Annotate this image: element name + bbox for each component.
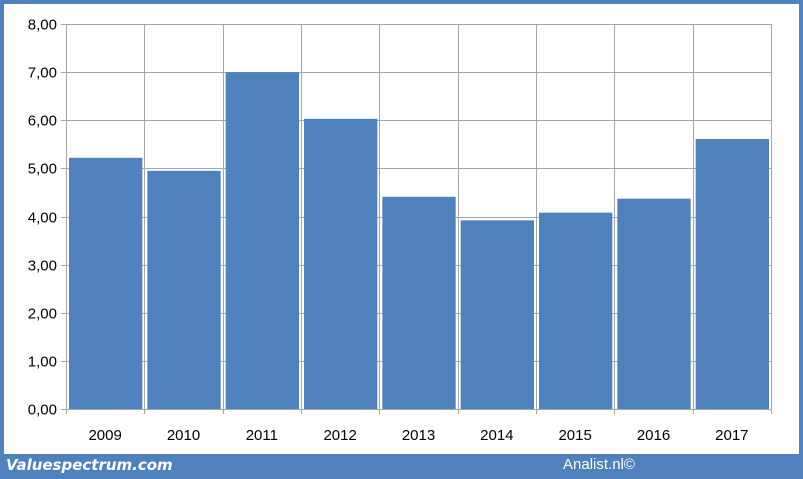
x-tick-label: 2014 [480, 427, 513, 444]
x-tick-label: 2012 [323, 427, 356, 444]
bar-2017 [695, 139, 769, 410]
footer-brand-right: Analist.nl© [563, 456, 635, 473]
y-tick-label: 6,00 [28, 113, 57, 130]
bars [69, 72, 769, 410]
bar-2014 [460, 220, 534, 409]
grid-lines [66, 24, 772, 414]
axes [61, 24, 771, 414]
bar-2009 [69, 157, 143, 409]
x-tick-label: 2013 [402, 427, 435, 444]
x-tick-label: 2009 [88, 427, 121, 444]
y-tick-label: 1,00 [28, 354, 57, 371]
y-tick-label: 0,00 [28, 402, 57, 419]
x-tick-label: 2017 [715, 427, 748, 444]
bar-2012 [304, 118, 378, 410]
footer-brand-left: Valuespectrum.com [6, 456, 173, 474]
x-tick-label: 2016 [637, 427, 670, 444]
y-tick-label: 3,00 [28, 258, 57, 275]
y-tick-label: 2,00 [28, 306, 57, 323]
y-tick-label: 4,00 [28, 210, 57, 227]
y-tick-label: 5,00 [28, 161, 57, 178]
bar-2010 [147, 170, 221, 409]
bar-chart: 0,00 1,00 2,00 3,00 4,00 5,00 6,00 7,00 8,00 200… [28, 17, 772, 444]
y-tick-label: 8,00 [28, 17, 57, 34]
chart-area: 0,00 1,00 2,00 3,00 4,00 5,00 6,00 7,00 8,00 200… [4, 4, 799, 454]
bar-2013 [382, 196, 456, 409]
bar-2015 [539, 212, 613, 409]
x-tick-label: 2011 [246, 427, 278, 444]
x-tick-labels: 2009 2010 2011 2012 2013 2014 2015 2016 2017 [88, 427, 748, 444]
bar-2016 [617, 198, 691, 409]
y-tick-label: 7,00 [28, 65, 57, 82]
bar-2011 [225, 72, 299, 409]
x-tick-label: 2015 [558, 427, 591, 444]
x-tick-label: 2010 [167, 427, 200, 444]
y-tick-labels: 0,00 1,00 2,00 3,00 4,00 5,00 6,00 7,00 8,00 [28, 17, 57, 419]
